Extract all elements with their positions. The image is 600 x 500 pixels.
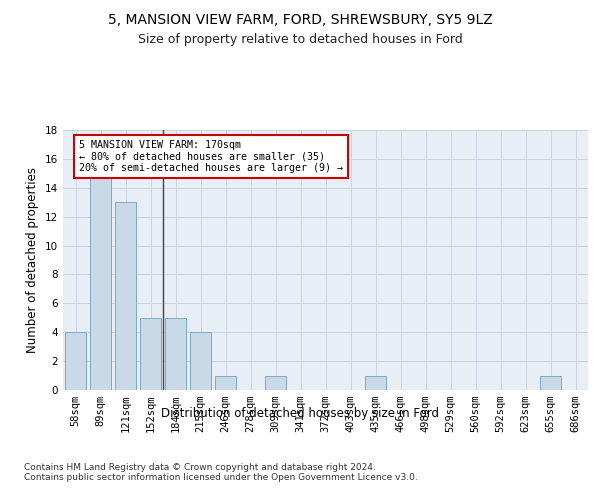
Bar xyxy=(165,318,186,390)
Text: 5 MANSION VIEW FARM: 170sqm
← 80% of detached houses are smaller (35)
20% of sem: 5 MANSION VIEW FARM: 170sqm ← 80% of det… xyxy=(79,140,343,173)
Bar xyxy=(215,376,236,390)
Bar xyxy=(115,202,136,390)
Bar xyxy=(140,318,161,390)
Text: Distribution of detached houses by size in Ford: Distribution of detached houses by size … xyxy=(161,408,439,420)
Y-axis label: Number of detached properties: Number of detached properties xyxy=(26,167,40,353)
Bar xyxy=(265,376,286,390)
Bar xyxy=(90,174,111,390)
Text: 5, MANSION VIEW FARM, FORD, SHREWSBURY, SY5 9LZ: 5, MANSION VIEW FARM, FORD, SHREWSBURY, … xyxy=(107,12,493,26)
Bar xyxy=(365,376,386,390)
Text: Contains HM Land Registry data © Crown copyright and database right 2024.
Contai: Contains HM Land Registry data © Crown c… xyxy=(24,462,418,482)
Bar xyxy=(540,376,561,390)
Text: Size of property relative to detached houses in Ford: Size of property relative to detached ho… xyxy=(137,32,463,46)
Bar xyxy=(190,332,211,390)
Bar xyxy=(65,332,86,390)
